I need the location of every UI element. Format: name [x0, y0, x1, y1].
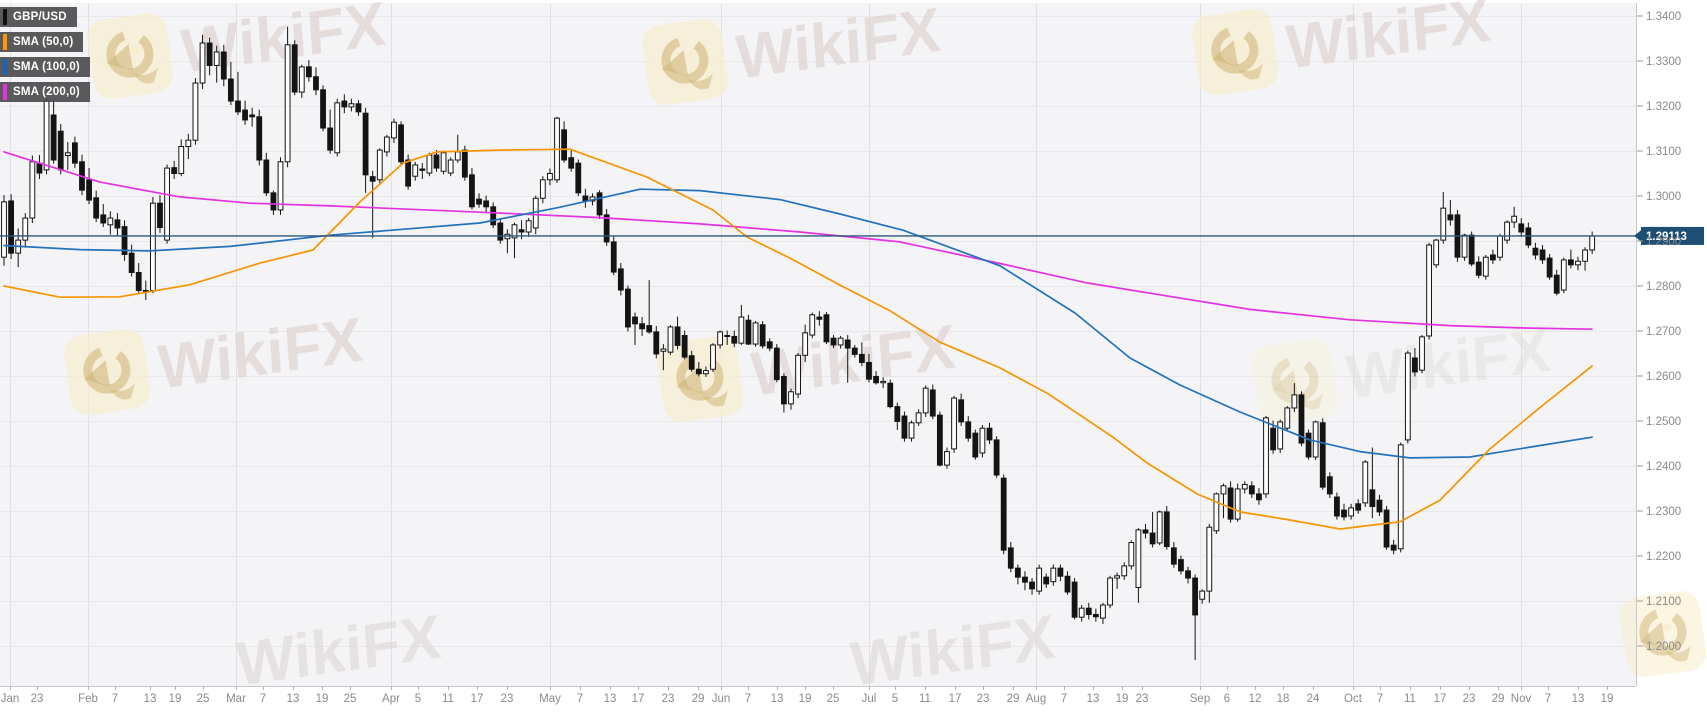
svg-text:May: May [539, 693, 561, 705]
svg-text:Sep: Sep [1190, 693, 1210, 705]
plot-background [0, 3, 1636, 686]
svg-text:1.2900: 1.2900 [1646, 236, 1681, 248]
svg-text:1.2500: 1.2500 [1646, 416, 1681, 428]
svg-text:Mar: Mar [226, 693, 246, 705]
svg-text:1.3100: 1.3100 [1646, 146, 1681, 158]
svg-text:Oct: Oct [1344, 693, 1363, 705]
svg-text:19: 19 [316, 693, 329, 705]
svg-text:19: 19 [799, 693, 812, 705]
svg-text:25: 25 [344, 693, 357, 705]
legend-item-sma200: SMA (200,0) [0, 82, 90, 102]
svg-text:13: 13 [771, 693, 784, 705]
svg-text:29: 29 [1007, 693, 1020, 705]
svg-text:13: 13 [604, 693, 617, 705]
svg-text:6: 6 [1224, 693, 1230, 705]
svg-text:11: 11 [442, 693, 454, 705]
time-axis[interactable]: Jan 23 Feb 7 13 19 25 Mar 7 13 19 25 Apr 5 11 17 23 May 7 1… [1, 686, 1614, 705]
sma100-color-swatch [3, 59, 7, 75]
sma200-label: SMA (200,0) [13, 86, 80, 98]
svg-text:Nov: Nov [1511, 693, 1532, 705]
svg-text:1.2200: 1.2200 [1646, 551, 1681, 563]
svg-text:1.29113: 1.29113 [1646, 231, 1687, 243]
sma200-color-swatch [3, 84, 7, 100]
svg-text:Aug: Aug [1026, 693, 1046, 705]
svg-text:7: 7 [1545, 693, 1551, 705]
current-price-marker: 1.29113 [0, 226, 1704, 245]
svg-text:1.2600: 1.2600 [1646, 371, 1681, 383]
svg-text:23: 23 [31, 693, 44, 705]
symbol-color-swatch [3, 9, 7, 25]
sma50-color-swatch [3, 34, 7, 50]
svg-text:7: 7 [260, 693, 266, 705]
svg-text:7: 7 [112, 693, 118, 705]
svg-text:11: 11 [1404, 693, 1416, 705]
svg-text:24: 24 [1307, 693, 1320, 705]
svg-text:1.3000: 1.3000 [1646, 191, 1681, 203]
svg-text:25: 25 [827, 693, 840, 705]
svg-text:17: 17 [471, 693, 484, 705]
svg-text:25: 25 [197, 693, 210, 705]
sma-line-1000 [3, 188, 1593, 459]
svg-text:19: 19 [1116, 693, 1129, 705]
svg-text:19: 19 [169, 693, 182, 705]
svg-text:Jun: Jun [712, 693, 731, 705]
svg-text:Feb: Feb [78, 693, 98, 705]
indicator-legend: GBP/USD SMA (50,0) SMA (100,0) SMA (200,… [0, 7, 90, 107]
svg-text:23: 23 [1136, 693, 1149, 705]
svg-text:23: 23 [1463, 693, 1476, 705]
svg-text:13: 13 [1087, 693, 1100, 705]
svg-text:17: 17 [1434, 693, 1447, 705]
candlesticks [1, 26, 1596, 660]
sma100-label: SMA (100,0) [13, 61, 80, 73]
plot-border [0, 3, 1637, 687]
svg-text:5: 5 [892, 693, 898, 705]
svg-text:Jul: Jul [862, 693, 877, 705]
sma-line-2000 [3, 151, 1593, 331]
svg-text:1.2000: 1.2000 [1646, 641, 1681, 653]
svg-text:Apr: Apr [382, 693, 400, 705]
legend-item-sma50: SMA (50,0) [0, 32, 84, 52]
svg-text:7: 7 [745, 693, 751, 705]
svg-text:11: 11 [919, 693, 931, 705]
svg-text:7: 7 [1061, 693, 1067, 705]
svg-text:Jan: Jan [1, 693, 20, 705]
svg-text:23: 23 [501, 693, 514, 705]
svg-text:5: 5 [415, 693, 421, 705]
price-axis[interactable]: 1.3400 1.3300 1.3200 1.3100 1.3000 1.2900 1.28… [1637, 11, 1681, 653]
legend-item-sma100: SMA (100,0) [0, 57, 90, 77]
svg-text:1.3300: 1.3300 [1646, 56, 1681, 68]
svg-text:1.2700: 1.2700 [1646, 326, 1681, 338]
svg-text:18: 18 [1277, 693, 1290, 705]
svg-text:1.2400: 1.2400 [1646, 461, 1681, 473]
svg-text:1.2100: 1.2100 [1646, 596, 1681, 608]
svg-text:7: 7 [577, 693, 583, 705]
svg-text:23: 23 [977, 693, 990, 705]
svg-text:12: 12 [1249, 693, 1262, 705]
svg-text:1.3400: 1.3400 [1646, 11, 1681, 23]
svg-text:17: 17 [949, 693, 962, 705]
svg-text:13: 13 [1572, 693, 1585, 705]
legend-item-symbol: GBP/USD [0, 7, 77, 27]
symbol-label: GBP/USD [13, 11, 67, 23]
svg-text:17: 17 [632, 693, 645, 705]
svg-text:23: 23 [662, 693, 675, 705]
svg-text:1.2800: 1.2800 [1646, 281, 1681, 293]
svg-text:1.2300: 1.2300 [1646, 506, 1681, 518]
svg-text:7: 7 [1377, 693, 1383, 705]
sma50-label: SMA (50,0) [13, 36, 74, 48]
svg-text:1.3200: 1.3200 [1646, 101, 1681, 113]
svg-text:13: 13 [144, 693, 157, 705]
svg-text:29: 29 [1492, 693, 1505, 705]
svg-text:19: 19 [1601, 693, 1614, 705]
sma-line-500 [3, 148, 1593, 530]
svg-text:13: 13 [287, 693, 300, 705]
svg-text:29: 29 [692, 693, 705, 705]
